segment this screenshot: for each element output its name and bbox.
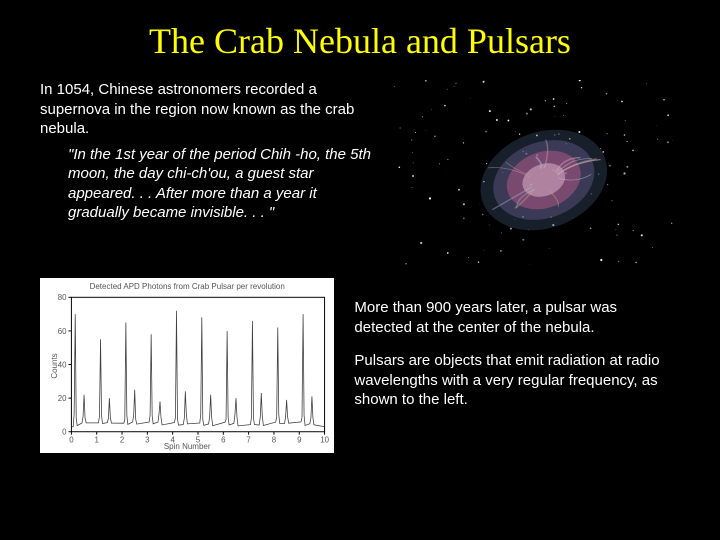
svg-text:60: 60 [58,327,67,336]
intro-text: In 1054, Chinese astronomers recorded a … [40,80,373,139]
page-title: The Crab Nebula and Pulsars [40,20,680,62]
chart-svg: 020406080012345678910 [40,278,334,453]
lower-p2: Pulsars are objects that emit radiation … [354,351,674,410]
chart-title: Detected APD Photons from Crab Pulsar pe… [40,282,334,291]
pulsar-chart: Detected APD Photons from Crab Pulsar pe… [40,278,334,453]
svg-text:80: 80 [58,293,67,302]
lower-text-block: More than 900 years later, a pulsar was … [354,278,674,453]
lower-p1: More than 900 years later, a pulsar was … [354,298,674,337]
nebula-image [393,80,675,270]
quote-text: "In the 1st year of the period Chih -ho,… [40,145,373,223]
svg-text:20: 20 [58,394,67,403]
upper-row: In 1054, Chinese astronomers recorded a … [40,80,680,270]
slide: The Crab Nebula and Pulsars In 1054, Chi… [0,0,720,540]
nebula-svg [393,80,675,270]
chart-ylabel: Counts [50,353,59,378]
chart-xlabel: Spin Number [40,442,334,451]
intro-block: In 1054, Chinese astronomers recorded a … [40,80,373,270]
lower-row: Detected APD Photons from Crab Pulsar pe… [40,278,680,453]
svg-text:0: 0 [62,428,67,437]
